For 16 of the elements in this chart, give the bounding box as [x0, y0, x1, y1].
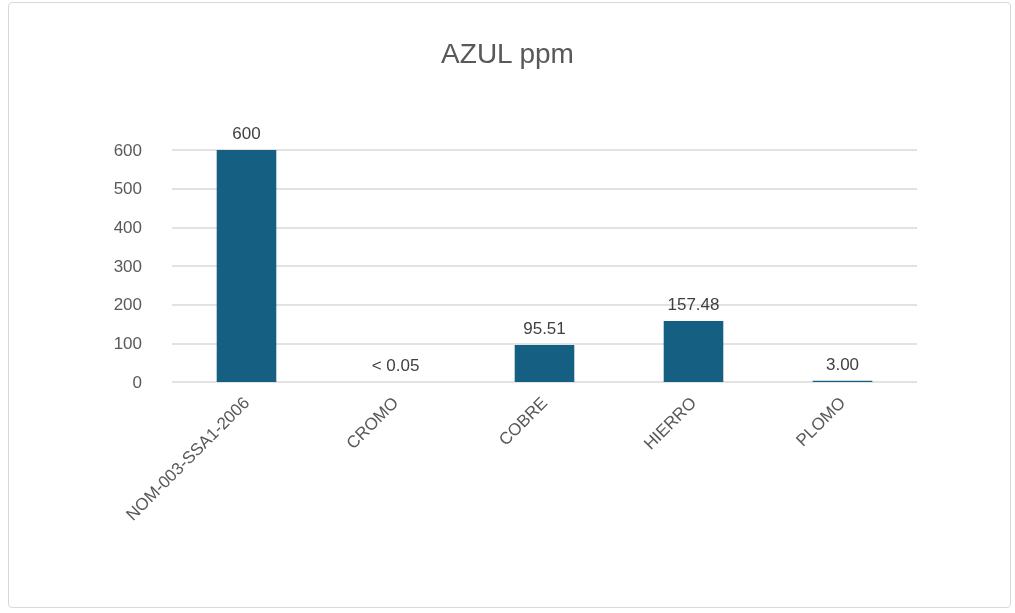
y-tick-label: 100	[113, 333, 142, 353]
data-label: < 0.05	[371, 355, 420, 375]
data-label: 3.00	[825, 354, 860, 374]
chart-title: AZUL ppm	[441, 37, 574, 69]
y-tick-label: 0	[132, 372, 142, 392]
y-tick-label: 200	[113, 295, 142, 315]
data-label: 95.51	[523, 319, 566, 339]
bar	[216, 150, 277, 382]
bar	[514, 345, 575, 382]
data-label: 600	[232, 124, 261, 143]
y-tick-label: 500	[113, 179, 142, 199]
y-tick-label: 300	[113, 256, 142, 276]
y-tick-label: 600	[113, 140, 142, 160]
data-label: 157.48	[667, 295, 720, 315]
bar	[663, 321, 724, 382]
y-tick-label: 400	[113, 217, 142, 237]
